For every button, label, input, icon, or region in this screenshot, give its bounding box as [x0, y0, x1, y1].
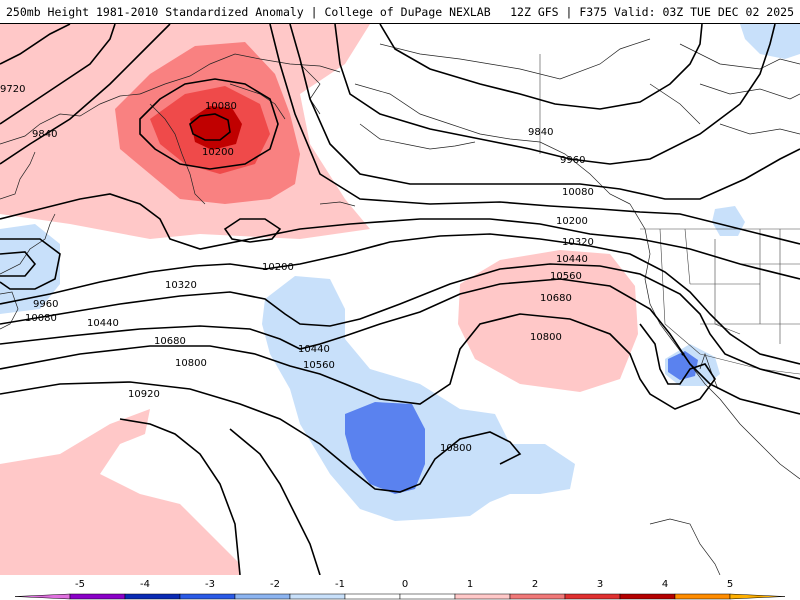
contour-label: 9960 — [33, 299, 58, 310]
colorbar-segment — [69, 593, 126, 600]
colorbar-segment — [564, 593, 621, 600]
anomaly-neg2-baja — [668, 351, 698, 380]
contour-label: 10440 — [298, 344, 330, 355]
contour-label: 10800 — [440, 443, 472, 454]
colorbar-segment — [619, 593, 676, 600]
contour-label: 10080 — [205, 101, 237, 112]
anomaly-pos1-southwest — [0, 409, 240, 575]
contour-label: 10320 — [562, 237, 594, 248]
contour-label: 10200 — [262, 262, 294, 273]
contour-label: 10560 — [303, 360, 335, 371]
height-contours — [0, 24, 800, 575]
colorbar-tick-label: 3 — [597, 579, 603, 590]
contour-label: 10800 — [530, 332, 562, 343]
colorbar-tick-label: 4 — [662, 579, 668, 590]
contour-label: 10560 — [550, 271, 582, 282]
political-borders — [539, 54, 800, 375]
contour-label: 10920 — [128, 389, 160, 400]
colorbar-tick-label: -1 — [335, 579, 345, 590]
colorbar-segment — [289, 593, 346, 600]
contour-label: 10680 — [540, 293, 572, 304]
colorbar-segment — [124, 593, 181, 600]
colorbar-tick-label: -4 — [140, 579, 150, 590]
contour-label: 10800 — [175, 358, 207, 369]
contour-label: 10200 — [556, 216, 588, 227]
contour-label: 10320 — [165, 280, 197, 291]
contour-label: 10080 — [562, 187, 594, 198]
model-run-info: 12Z GFS | F375 Valid: 03Z TUE DEC 02 202… — [510, 5, 794, 19]
colorbar-segment — [729, 593, 786, 600]
colorbar-tick-label: 2 — [532, 579, 538, 590]
colorbar-segments — [14, 593, 786, 600]
height-anomaly-map: 9720 9840 10080 10200 9840 9960 10080 10… — [0, 24, 800, 575]
colorbar-tick-label: -2 — [270, 579, 280, 590]
colorbar-tick-label: 1 — [467, 579, 473, 590]
contour-label: 9960 — [560, 155, 585, 166]
colorbar-ticks: -5 -4 -3 -2 -1 0 1 2 3 4 5 — [75, 579, 733, 590]
contour-label: 10200 — [202, 147, 234, 158]
contour-label: 10440 — [556, 254, 588, 265]
colorbar-tick-label: 5 — [727, 579, 733, 590]
map-header: 250mb Height 1981-2010 Standardized Anom… — [0, 0, 800, 24]
colorbar-segment — [454, 593, 511, 600]
anomaly-pos1-eastern-pacific — [458, 250, 638, 392]
contour-label: 10680 — [154, 336, 186, 347]
anomaly-neg2-central-pacific — [345, 402, 425, 494]
colorbar-segment — [344, 593, 401, 600]
anomaly-colorbar: -5 -4 -3 -2 -1 0 1 2 3 4 5 — [14, 579, 786, 600]
colorbar-segment — [509, 593, 566, 600]
colorbar-segment — [399, 593, 456, 600]
anomaly-neg1-great-basin — [712, 206, 745, 236]
contour-label: 9840 — [32, 129, 57, 140]
colorbar-tick-label: -5 — [75, 579, 85, 590]
colorbar-segment — [674, 593, 731, 600]
colorbar-segment — [234, 593, 291, 600]
contour-label: 9720 — [0, 84, 25, 95]
map-title: 250mb Height 1981-2010 Standardized Anom… — [6, 5, 491, 19]
colorbar-segment — [179, 593, 236, 600]
contour-label: 10080 — [25, 313, 57, 324]
low-center-marker — [681, 352, 685, 356]
positive-anomaly-areas — [0, 24, 638, 575]
colorbar-tick-label: 0 — [402, 579, 408, 590]
colorbar-segment — [14, 593, 71, 600]
contour-label: 9840 — [528, 127, 553, 138]
contour-label: 10440 — [87, 318, 119, 329]
contour-labels: 9720 9840 10080 10200 9840 9960 10080 10… — [0, 84, 594, 454]
colorbar-tick-label: -3 — [205, 579, 215, 590]
coastlines — [0, 38, 800, 575]
